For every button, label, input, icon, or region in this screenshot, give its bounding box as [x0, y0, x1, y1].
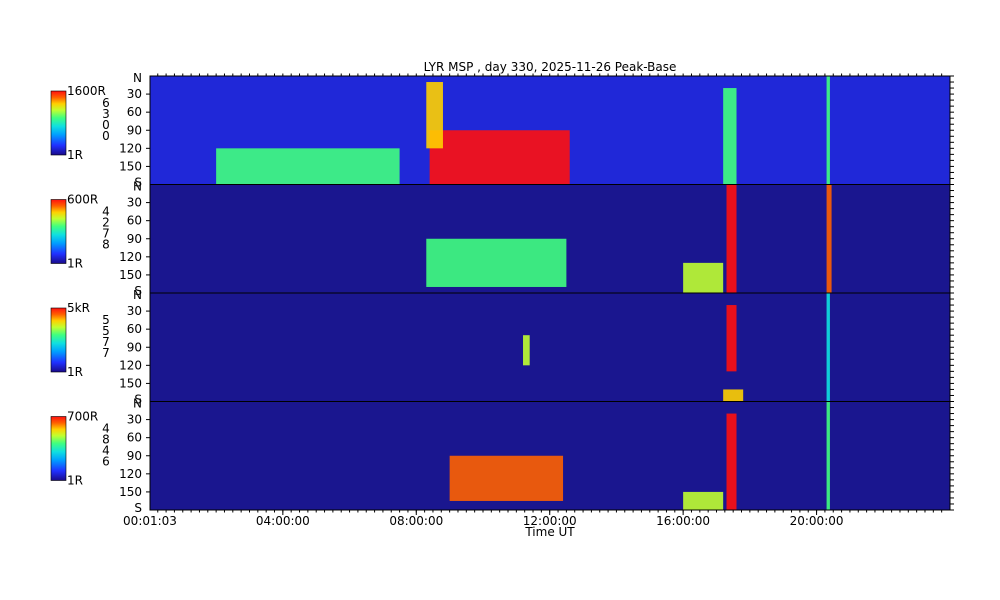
y-tick-label: 150 [119, 159, 142, 173]
y-tick-label: 150 [119, 268, 142, 282]
channel-digit: 4 [102, 444, 110, 458]
panel-background [150, 293, 950, 402]
y-tick-label: 90 [127, 123, 142, 137]
channel-digit: 7 [102, 335, 110, 349]
colorbar-max-label: 700R [67, 410, 98, 424]
y-tick-label: 120 [119, 358, 142, 372]
emission-feature [826, 401, 830, 510]
y-tick-label: 60 [127, 322, 142, 336]
colorbar-min-label: 1R [67, 148, 83, 162]
y-tick-label: 120 [119, 250, 142, 264]
y-label-south: S [134, 284, 142, 298]
emission-feature [426, 238, 567, 287]
x-tick-label: 12:00:00 [523, 514, 577, 528]
y-label-south: S [134, 176, 142, 190]
x-tick-label: 08:00:00 [389, 514, 443, 528]
emission-feature [683, 491, 724, 510]
channel-digit: 6 [102, 96, 110, 110]
colorbar-min-label: 1R [67, 365, 83, 379]
x-axis: 00:01:03 04:00:00 08:00:00 12:00:00 16:00:00… [123, 73, 943, 528]
y-label-north: N [133, 180, 142, 194]
colorbar-min-label: 1R [67, 474, 83, 488]
colorbar [50, 416, 67, 481]
y-tick-label: 120 [119, 141, 142, 155]
colorbar-min-label: 1R [67, 257, 83, 271]
x-tick-label-start: 00:01:03 [123, 514, 177, 528]
channel-digit: 8 [102, 433, 110, 447]
emission-feature [523, 335, 530, 366]
y-label-south: S [134, 393, 142, 407]
y-tick-label: 60 [127, 105, 142, 119]
y-label-north: N [133, 397, 142, 411]
emission-feature [426, 82, 443, 149]
channel-digit: 6 [102, 455, 110, 469]
channel-digit: 0 [102, 118, 110, 132]
y-label-north: N [133, 288, 142, 302]
y-tick-label: 90 [127, 449, 142, 463]
emission-feature [683, 262, 724, 293]
channel-digit: 4 [102, 422, 110, 436]
channel-digit: 2 [102, 216, 110, 230]
y-tick-label: 60 [127, 214, 142, 228]
x-axis-label: Time UT [524, 525, 575, 539]
channel-digit: 7 [102, 346, 110, 360]
emission-feature [449, 455, 564, 501]
y-tick-label: 30 [127, 304, 142, 318]
panels-group: NS3060901201501600R1R6300NS3060901201506… [50, 71, 954, 515]
y-tick-label: 30 [127, 196, 142, 210]
y-tick-label: 150 [119, 376, 142, 390]
colorbar-max-label: 1600R [67, 84, 106, 98]
colorbar-max-label: 600R [67, 193, 98, 207]
emission-feature [723, 389, 744, 402]
emission-feature [826, 293, 830, 402]
x-tick-label: 04:00:00 [256, 514, 310, 528]
emission-feature [826, 76, 830, 185]
emission-feature [216, 148, 400, 185]
chart-title: LYR MSP , day 330, 2025-11-26 Peak-Base [424, 60, 677, 74]
channel-digit: 7 [102, 227, 110, 241]
emission-feature [726, 305, 737, 372]
channel-digit: 0 [102, 129, 110, 143]
x-tick-label: 20:00:00 [790, 514, 844, 528]
emission-feature [726, 184, 737, 293]
y-tick-label: 30 [127, 413, 142, 427]
emission-feature [826, 184, 832, 293]
y-label-north: N [133, 71, 142, 85]
emission-feature [429, 130, 570, 185]
y-tick-label: 90 [127, 340, 142, 354]
y-tick-label: 90 [127, 232, 142, 246]
channel-digit: 8 [102, 238, 110, 252]
channel-digit: 5 [102, 324, 110, 338]
colorbar-max-label: 5kR [67, 301, 90, 315]
channel-digit: 3 [102, 107, 110, 121]
colorbar [50, 90, 67, 156]
emission-feature [726, 413, 737, 510]
y-tick-label: 30 [127, 87, 142, 101]
x-tick-label: 16:00:00 [656, 514, 710, 528]
emission-feature [723, 88, 737, 185]
colorbar [50, 307, 67, 373]
y-tick-label: 60 [127, 431, 142, 445]
y-tick-label: 150 [119, 485, 142, 499]
y-label-south: S [134, 501, 142, 515]
colorbar [50, 199, 67, 264]
channel-digit: 5 [102, 313, 110, 327]
y-tick-label: 120 [119, 467, 142, 481]
channel-digit: 4 [102, 205, 110, 219]
